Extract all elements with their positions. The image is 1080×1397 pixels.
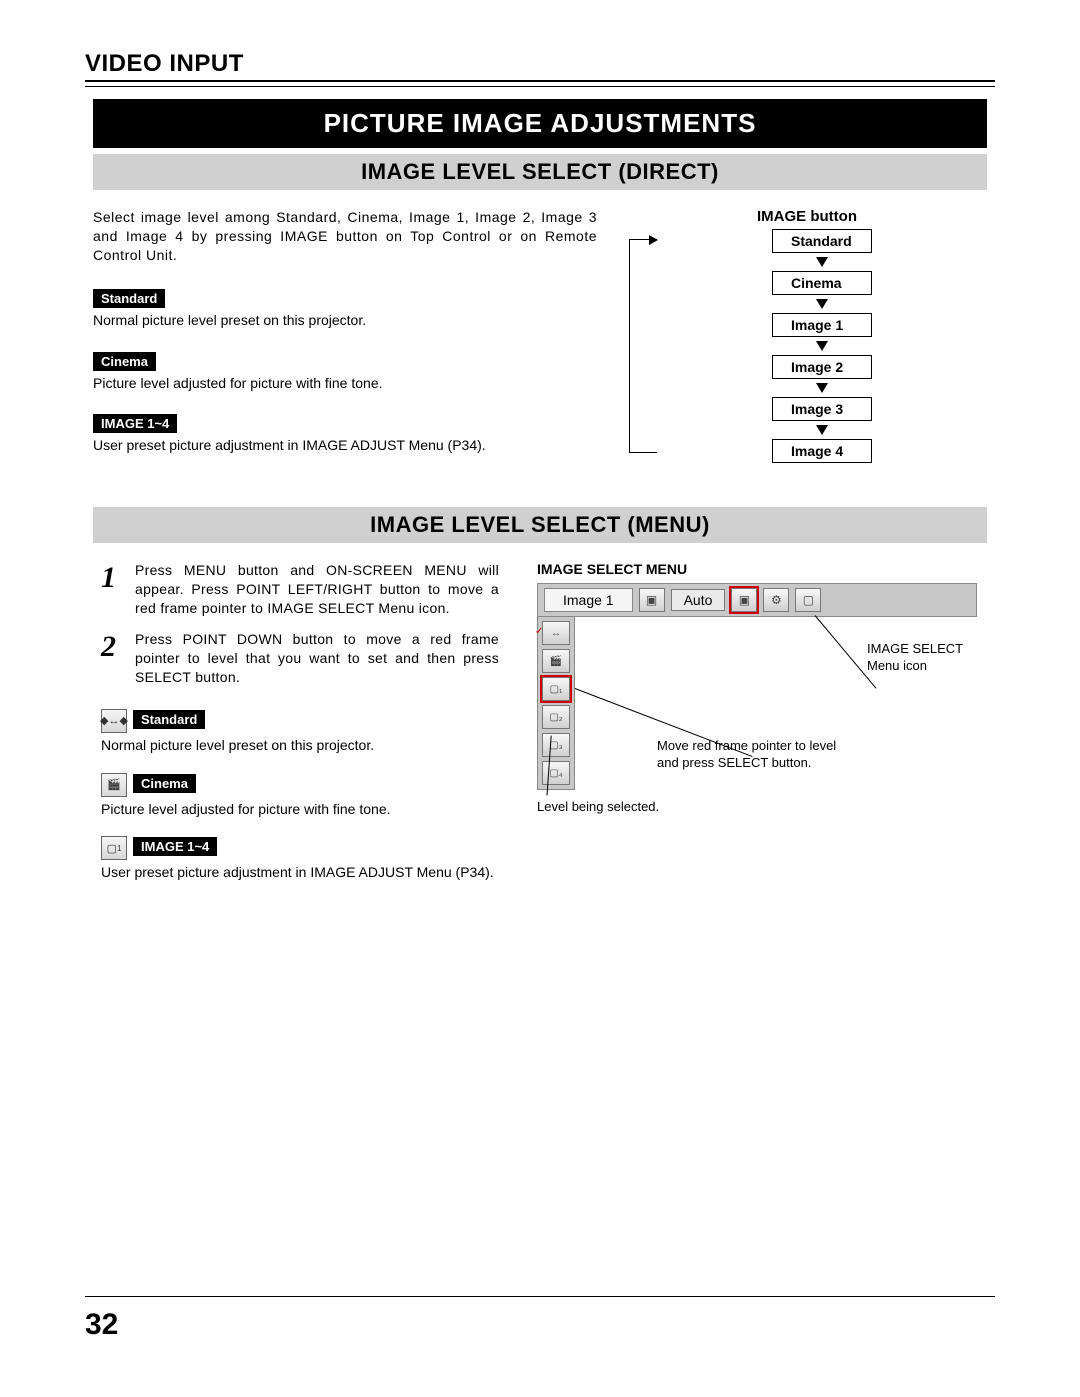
- side-standard-icon: ↔✓: [542, 621, 570, 645]
- standard-icon: ◆↔◆: [101, 709, 127, 733]
- step-number: 1: [101, 561, 135, 618]
- side-image1-icon: ▢₁: [542, 677, 570, 701]
- direct-right: IMAGE button Standard Cinema Image 1 Ima…: [627, 208, 987, 477]
- def-label-image14: IMAGE 1~4: [93, 414, 177, 433]
- header-rule: [85, 86, 995, 87]
- menu-def-text: User preset picture adjustment in IMAGE …: [101, 863, 509, 882]
- menu-def-image14: ▢1 IMAGE 1~4: [101, 836, 509, 860]
- anno-level-selected: Level being selected.: [537, 799, 659, 816]
- page-content: VIDEO INPUT PICTURE IMAGE ADJUSTMENTS IM…: [85, 50, 995, 900]
- menu-misc-icon: ▢: [795, 588, 821, 612]
- image1-icon: ▢1: [101, 836, 127, 860]
- menu-def-text: Normal picture level preset on this proj…: [101, 736, 509, 755]
- step-1: 1 Press MENU button and ON-SCREEN MENU w…: [101, 561, 509, 618]
- image-button-title: IMAGE button: [627, 208, 987, 225]
- def-text-cinema: Picture level adjusted for picture with …: [93, 374, 597, 393]
- direct-heading: IMAGE LEVEL SELECT (DIRECT): [93, 154, 987, 190]
- direct-columns: Select image level among Standard, Cinem…: [93, 208, 987, 477]
- cycle-arrow-icon: [816, 299, 828, 309]
- def-label-standard: Standard: [93, 289, 165, 308]
- menu-auto-label: Auto: [671, 589, 726, 611]
- cycle-item: Image 2: [772, 355, 872, 379]
- cycle-item: Image 4: [772, 439, 872, 463]
- cycle-item: Image 3: [772, 397, 872, 421]
- anno-move-pointer: Move red frame pointer to level and pres…: [657, 738, 836, 772]
- menu-top-bar: Image 1 ▣ Auto ▣ ⚙ ▢: [537, 583, 977, 617]
- anno-image-select: IMAGE SELECT Menu icon: [867, 641, 963, 675]
- menu-columns: 1 Press MENU button and ON-SCREEN MENU w…: [93, 561, 987, 900]
- title-band: PICTURE IMAGE ADJUSTMENTS: [93, 99, 987, 148]
- cycle-arrow-icon: [816, 257, 828, 267]
- side-image2-icon: ▢₂: [542, 705, 570, 729]
- cycle-item: Cinema: [772, 271, 872, 295]
- step-2: 2 Press POINT DOWN button to move a red …: [101, 630, 509, 687]
- menu-def-label: IMAGE 1~4: [133, 837, 217, 856]
- menu-def-label: Cinema: [133, 774, 196, 793]
- def-cinema: Cinema Picture level adjusted for pictur…: [93, 352, 597, 393]
- menu-def-cinema: 🎬 Cinema: [101, 773, 509, 797]
- image-select-menu-icon: ▣: [731, 588, 757, 612]
- menu-def-label: Standard: [133, 710, 205, 729]
- cycle-arrow-icon: [816, 425, 828, 435]
- cycle-arrow-icon: [816, 383, 828, 393]
- menu-right-title: IMAGE SELECT MENU: [537, 561, 987, 577]
- menu-sidebar: ↔✓ 🎬 ▢₁ ▢₂ ▢₃ ▢₄: [537, 617, 575, 790]
- cycle-return-line: [629, 239, 657, 453]
- side-image3-icon: ▢₃: [542, 733, 570, 757]
- menu-selected-label: Image 1: [544, 588, 633, 612]
- def-label-cinema: Cinema: [93, 352, 156, 371]
- side-cinema-icon: 🎬: [542, 649, 570, 673]
- cycle-item: Standard: [772, 229, 872, 253]
- step-number: 2: [101, 630, 135, 687]
- cycle-arrow-icon: [816, 341, 828, 351]
- direct-left: Select image level among Standard, Cinem…: [93, 208, 627, 477]
- footer-rule: [85, 1296, 995, 1297]
- def-image14: IMAGE 1~4 User preset picture adjustment…: [93, 414, 597, 455]
- menu-def-standard: ◆↔◆ Standard: [101, 709, 509, 733]
- menu-settings-icon: ⚙: [763, 588, 789, 612]
- menu-heading: IMAGE LEVEL SELECT (MENU): [93, 507, 987, 543]
- cinema-icon: 🎬: [101, 773, 127, 797]
- menu-mockup: Image 1 ▣ Auto ▣ ⚙ ▢ ↔✓ 🎬 ▢₁ ▢₂ ▢₃ ▢₄: [537, 583, 977, 793]
- side-image4-icon: ▢₄: [542, 761, 570, 785]
- direct-intro: Select image level among Standard, Cinem…: [93, 208, 597, 265]
- menu-nav-icon: ▣: [639, 588, 665, 612]
- menu-right: IMAGE SELECT MENU Image 1 ▣ Auto ▣ ⚙ ▢ ↔…: [537, 561, 987, 900]
- section-header: VIDEO INPUT: [85, 50, 995, 82]
- cycle-item: Image 1: [772, 313, 872, 337]
- page-number: 32: [85, 1308, 118, 1342]
- menu-left: 1 Press MENU button and ON-SCREEN MENU w…: [93, 561, 537, 900]
- def-text-image14: User preset picture adjustment in IMAGE …: [93, 436, 597, 455]
- step-text: Press POINT DOWN button to move a red fr…: [135, 630, 509, 687]
- cycle-diagram: Standard Cinema Image 1 Image 2 Image 3 …: [657, 229, 987, 463]
- step-text: Press MENU button and ON-SCREEN MENU wil…: [135, 561, 509, 618]
- def-text-standard: Normal picture level preset on this proj…: [93, 311, 597, 330]
- def-standard: Standard Normal picture level preset on …: [93, 289, 597, 330]
- menu-def-text: Picture level adjusted for picture with …: [101, 800, 509, 819]
